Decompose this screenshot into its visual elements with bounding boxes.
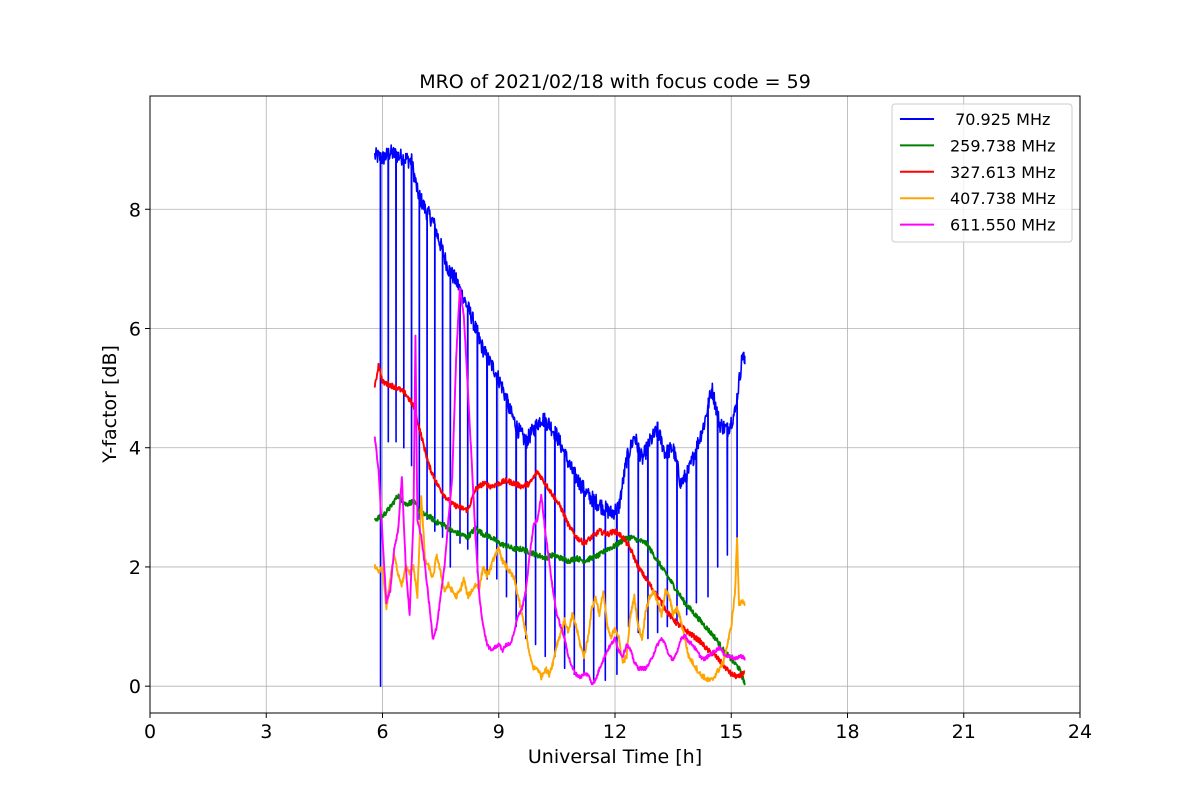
x-tick-label: 6: [376, 721, 388, 743]
x-tick-label: 0: [144, 721, 156, 743]
legend-entry: 70.925 MHz: [950, 110, 1050, 129]
y-tick-label: 0: [129, 676, 141, 698]
chart-title: MRO of 2021/02/18 with focus code = 59: [419, 71, 811, 93]
x-tick-label: 12: [603, 721, 627, 743]
y-tick-label: 2: [129, 557, 141, 579]
series-area: [373, 144, 746, 687]
x-tick-label: 9: [493, 721, 505, 743]
legend-box: [891, 103, 1073, 243]
legend-entry: 407.738 MHz: [950, 189, 1055, 208]
legend-entry: 259.738 MHz: [950, 136, 1055, 155]
x-tick-label: 24: [1068, 721, 1092, 743]
legend-entry: 327.613 MHz: [950, 163, 1055, 182]
x-axis-label: Universal Time [h]: [528, 746, 702, 768]
series-line: [373, 362, 746, 680]
series-line: [373, 493, 746, 686]
x-tick-label: 15: [719, 721, 743, 743]
y-axis-label: Y-factor [dB]: [99, 345, 121, 464]
legend: 70.925 MHz 259.738 MHz 327.613 MHz 407.738 …: [891, 103, 1073, 243]
y-tick-label: 6: [129, 318, 141, 340]
x-tick-label: 21: [952, 721, 976, 743]
legend-entry: 611.550 MHz: [950, 216, 1055, 235]
y-tick-label: 8: [129, 199, 141, 221]
series-line: [373, 144, 746, 687]
y-tick-label: 4: [129, 438, 141, 460]
x-tick-label: 3: [260, 721, 272, 743]
series-line: [373, 287, 746, 686]
x-tick-label: 18: [835, 721, 859, 743]
